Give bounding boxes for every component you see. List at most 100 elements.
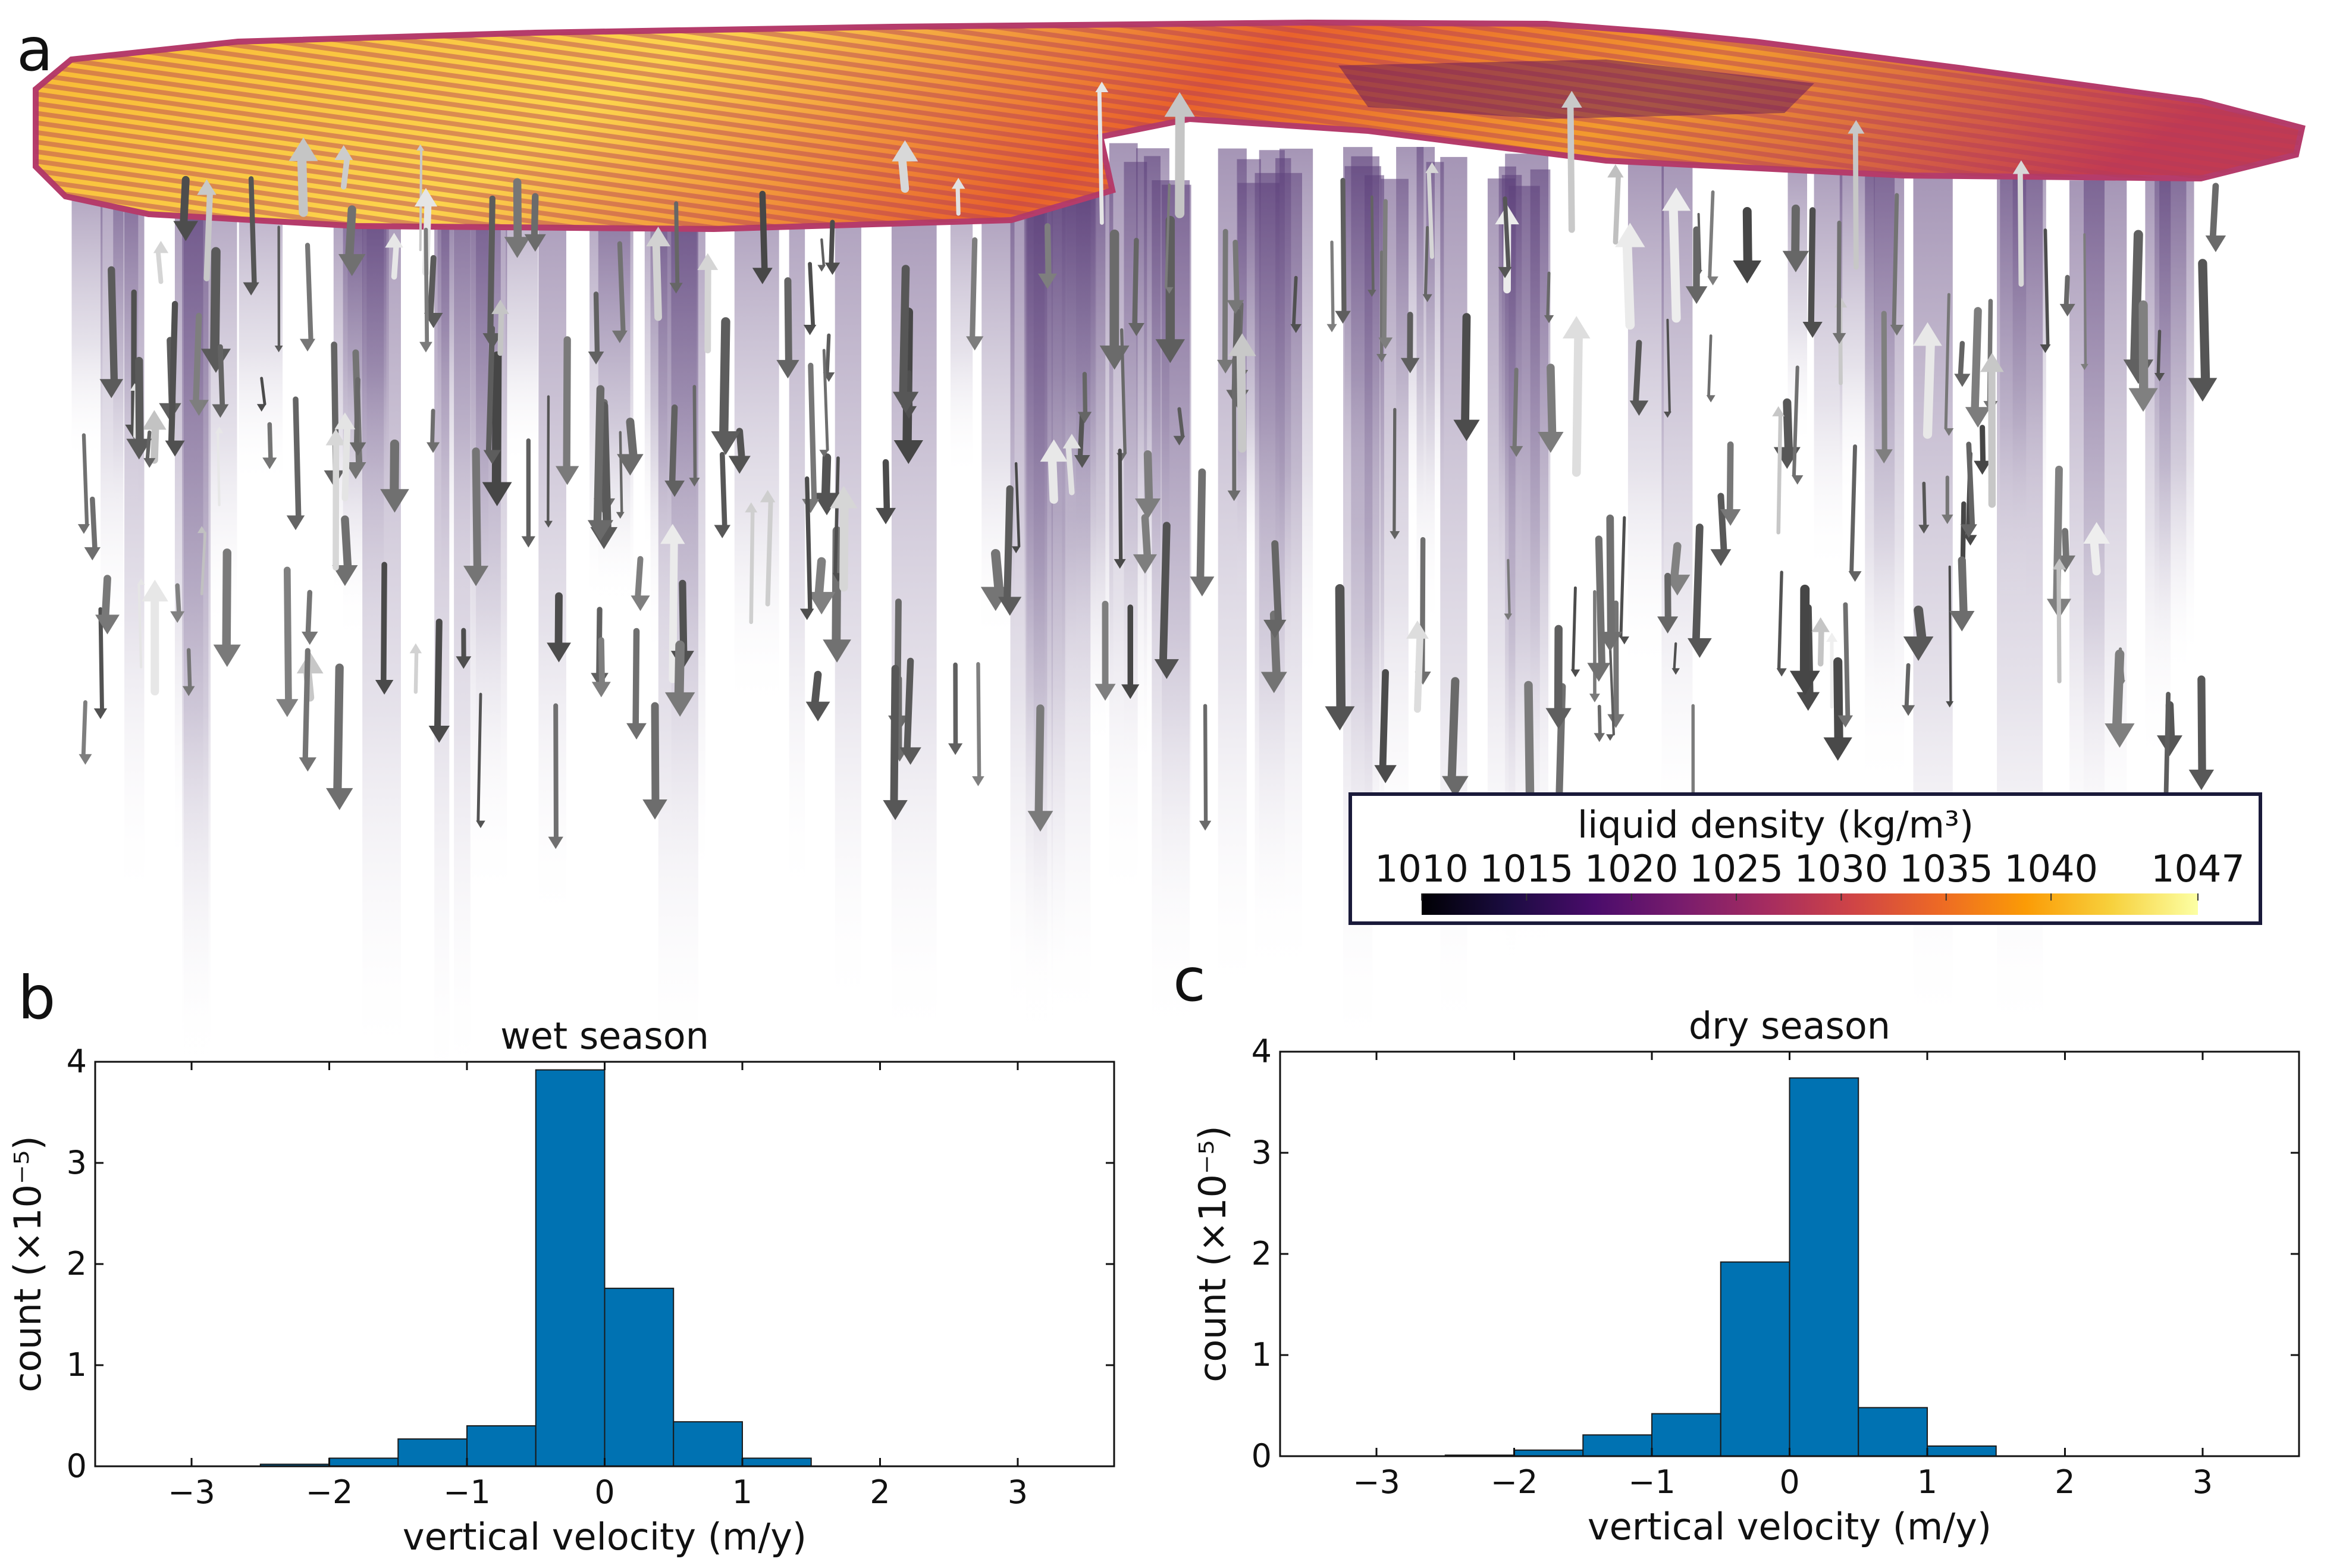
velocity-arrow xyxy=(1128,237,1144,336)
velocity-arrow xyxy=(1832,220,1846,344)
velocity-arrow xyxy=(1164,92,1195,218)
velocity-arrow xyxy=(1875,311,1893,464)
velocity-column xyxy=(2159,158,2194,666)
velocity-arrow xyxy=(299,648,317,772)
velocity-arrow xyxy=(1606,645,1615,741)
velocity-arrow xyxy=(805,670,830,722)
colorbar-legend: liquid density (kg/m³) 1010 1015 1020 1025 1… xyxy=(1348,792,2262,925)
x-tick-label: 0 xyxy=(594,1473,614,1511)
velocity-arrow xyxy=(876,459,896,525)
velocity-arrow xyxy=(807,557,836,614)
velocity-arrow xyxy=(1949,556,1975,632)
velocity-arrow xyxy=(1802,207,1823,338)
velocity-arrow xyxy=(491,299,509,356)
velocity-arrow xyxy=(1095,81,1109,225)
velocity-arrow xyxy=(182,648,195,697)
panel-c-title: dry season xyxy=(1689,1004,1890,1048)
velocity-arrow xyxy=(998,485,1022,616)
velocity-arrow xyxy=(1776,570,1787,677)
velocity-arrow xyxy=(966,237,984,351)
velocity-arrow xyxy=(288,137,318,217)
velocity-arrow xyxy=(830,485,858,592)
y-tick-label: 4 xyxy=(67,1043,87,1080)
velocity-arrow xyxy=(1720,441,1741,526)
velocity-arrow xyxy=(1837,602,1854,728)
velocity-arrow xyxy=(664,404,685,497)
velocity-arrow xyxy=(1376,250,1387,363)
velocity-arrow xyxy=(642,702,667,820)
velocity-arrow xyxy=(1848,444,1862,582)
velocity-arrow xyxy=(1227,357,1241,501)
velocity-column xyxy=(789,145,805,907)
x-tick-label: −1 xyxy=(443,1473,491,1511)
panel-b-letter: b xyxy=(18,963,55,1033)
velocity-arrow xyxy=(1077,372,1092,424)
velocity-arrow xyxy=(760,490,776,607)
velocity-arrow xyxy=(1154,522,1179,679)
velocity-arrow xyxy=(951,178,965,216)
x-tick-label: −3 xyxy=(1353,1463,1400,1501)
velocity-arrow xyxy=(1121,604,1140,700)
velocity-arrow xyxy=(1685,226,1708,305)
velocity-arrow xyxy=(2154,330,2165,382)
velocity-arrow xyxy=(332,515,358,587)
velocity-arrow xyxy=(463,447,489,587)
velocity-arrow xyxy=(1406,620,1429,713)
velocity-arrow xyxy=(1509,368,1523,457)
y-tick-label: 2 xyxy=(1252,1235,1272,1272)
velocity-arrow xyxy=(1707,190,1718,286)
velocity-arrow xyxy=(556,336,579,485)
colorbar-tick-label: 1035 xyxy=(1899,847,1993,890)
colorbar-ticks: 1010 1015 1020 1025 1030 1035 1040 1047 xyxy=(1375,847,2245,901)
velocity-arrow xyxy=(1946,565,1954,708)
x-tick-label: −2 xyxy=(306,1473,353,1511)
velocity-column xyxy=(1279,148,1313,690)
velocity-arrow xyxy=(824,219,841,275)
velocity-arrow xyxy=(524,193,546,252)
velocity-arrow xyxy=(1619,516,1629,645)
velocity-arrow xyxy=(326,663,353,810)
velocity-arrow xyxy=(1453,313,1480,441)
velocity-arrow xyxy=(1657,573,1679,634)
velocity-arrow xyxy=(1663,318,1671,418)
velocity-arrow xyxy=(1027,704,1053,832)
velocity-arrow xyxy=(1190,468,1215,597)
velocity-arrow xyxy=(262,422,277,469)
velocity-arrow xyxy=(200,247,231,373)
histogram-bar xyxy=(1720,1261,1790,1457)
velocity-arrow xyxy=(1629,340,1649,416)
panel-c-plot: −3 −2 −1 0 1 2 3 0 1 2 3 4 xyxy=(1252,1033,2300,1501)
velocity-arrow xyxy=(803,262,817,335)
velocity-arrow xyxy=(1954,341,1971,387)
velocity-arrow xyxy=(588,291,604,365)
velocity-arrow xyxy=(1326,240,1337,333)
velocity-arrow xyxy=(1228,333,1256,453)
velocity-arrow xyxy=(1942,475,1953,524)
x-tick-label: 2 xyxy=(2055,1463,2075,1501)
velocity-arrow xyxy=(338,205,366,277)
velocity-arrow xyxy=(1217,228,1234,374)
panel-b-xlabel: vertical velocity (m/y) xyxy=(403,1515,807,1558)
y-tick-label: 0 xyxy=(1252,1437,1272,1475)
velocity-arrow xyxy=(799,476,814,620)
colorbar-gradient xyxy=(1422,893,2198,915)
velocity-arrow xyxy=(728,428,751,474)
velocity-arrow xyxy=(2205,183,2226,252)
panel-b-plot: −3 −2 −1 0 1 2 3 0 1 2 3 4 xyxy=(67,1043,1115,1511)
velocity-arrow xyxy=(1587,535,1611,682)
velocity-arrow xyxy=(1965,307,1991,428)
velocity-arrow xyxy=(1826,632,1838,709)
velocity-arrow xyxy=(1772,406,1785,535)
velocity-arrow xyxy=(375,562,394,695)
histogram-bar xyxy=(1858,1407,1928,1457)
histogram-bar xyxy=(466,1425,537,1467)
velocity-arrow xyxy=(141,579,168,696)
y-tick-label: 4 xyxy=(1252,1033,1272,1070)
velocity-arrow xyxy=(1422,225,1432,302)
velocity-arrows xyxy=(77,81,2226,849)
colorbar-tick-label: 1010 xyxy=(1375,847,1469,890)
velocity-arrow xyxy=(646,227,670,321)
velocity-arrow xyxy=(137,578,145,669)
velocity-arrow xyxy=(544,395,553,528)
velocity-arrow xyxy=(476,692,485,829)
